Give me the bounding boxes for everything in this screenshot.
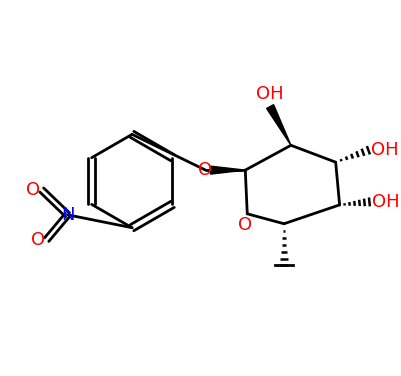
Text: OH: OH: [256, 85, 283, 103]
Text: OH: OH: [372, 193, 399, 211]
Polygon shape: [210, 166, 245, 174]
Text: OH: OH: [371, 141, 398, 159]
Text: O: O: [30, 230, 45, 249]
Text: N: N: [61, 206, 74, 224]
Text: O: O: [26, 181, 40, 199]
Text: O: O: [238, 216, 252, 234]
Polygon shape: [266, 105, 290, 145]
Text: O: O: [198, 161, 212, 179]
